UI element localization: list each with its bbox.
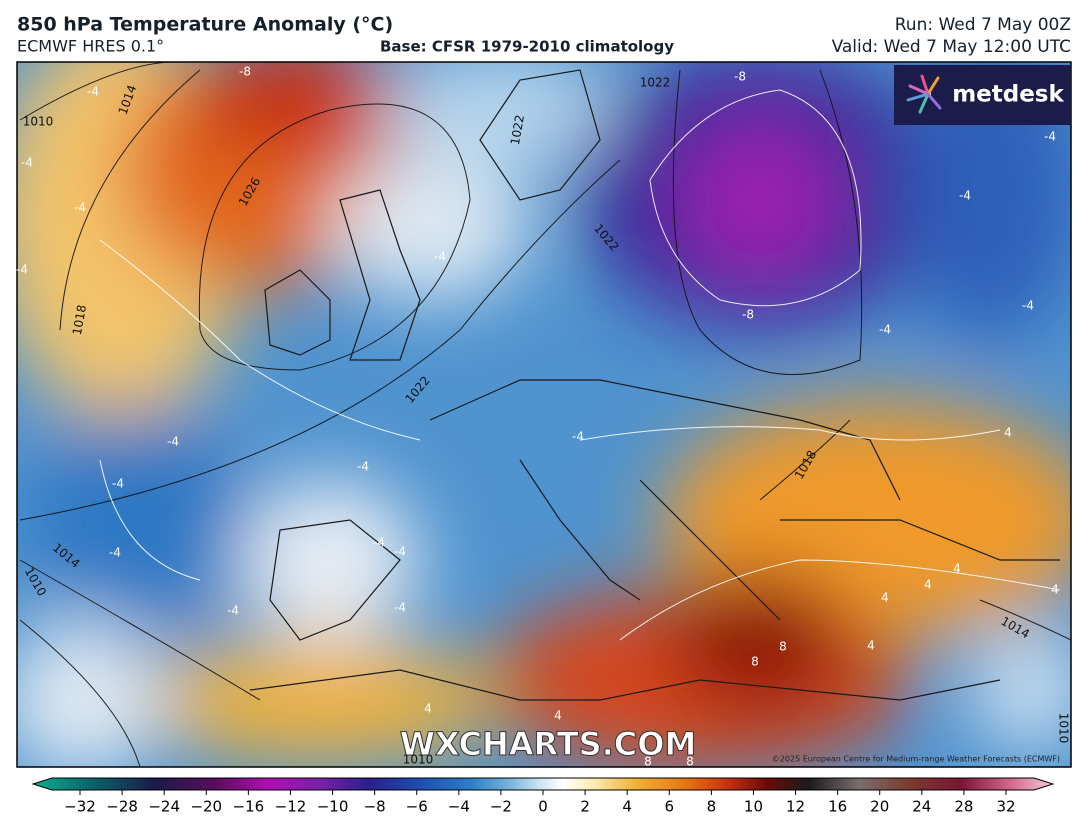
anomaly-label: -4 xyxy=(394,601,406,615)
isobar-label: 1010 xyxy=(1057,713,1071,744)
anomaly-label: -4 xyxy=(227,604,239,618)
colorbar-tick-label: 32 xyxy=(996,798,1015,816)
colorbar-tick-label: −6 xyxy=(406,798,428,816)
anomaly-label: 4 xyxy=(867,639,875,653)
model: ECMWF HRES 0.1° xyxy=(17,37,164,56)
anomaly-label: -4 xyxy=(879,323,891,337)
run-time: Run: Wed 7 May 00Z xyxy=(895,15,1071,35)
colorbar-tick-label: −4 xyxy=(448,798,470,816)
colorbar-ticks: −32 −28 −24 −20 −16 −12 −10 −8 −6 −4 −2 0 2 4 6 8 10 12 16… xyxy=(64,790,1016,816)
colorbar-tick-label: 28 xyxy=(954,798,973,816)
anomaly-label: 8 xyxy=(686,755,694,769)
colorbar-tick-label: 20 xyxy=(870,798,889,816)
anomaly-label: -4 xyxy=(373,536,385,550)
map-field xyxy=(17,62,1071,767)
anomaly-label: -8 xyxy=(742,308,754,322)
anomaly-label: -8 xyxy=(734,70,746,84)
anomaly-label: -4 xyxy=(21,156,33,170)
colorbar-tick-label: −28 xyxy=(106,798,138,816)
isobar-label: 1010 xyxy=(403,753,434,767)
colorbar-tick-label: −8 xyxy=(364,798,386,816)
colorbar-tick-label: 8 xyxy=(707,798,717,816)
colorbar-tick-label: −20 xyxy=(190,798,222,816)
isobar-label: 1022 xyxy=(508,114,527,147)
anomaly-label: 8 xyxy=(779,640,787,654)
anomaly-label: -4 xyxy=(112,477,124,491)
colorbar-tick-label: 16 xyxy=(828,798,847,816)
colorbar-tick-label: 4 xyxy=(622,798,632,816)
colorbar-tick-label: 10 xyxy=(744,798,763,816)
anomaly-label: 4 xyxy=(1004,426,1012,440)
anomaly-label: -4 xyxy=(74,201,86,215)
anomaly-label: 8 xyxy=(644,755,652,769)
anomaly-label: 4 xyxy=(424,702,432,716)
anomaly-label: -4 xyxy=(109,546,121,560)
anomaly-label: -4 xyxy=(167,435,179,449)
colorbar-tick-label: 12 xyxy=(786,798,805,816)
colorbar-tick-label: −10 xyxy=(317,798,349,816)
isobar-label: 1018 xyxy=(70,304,89,337)
anomaly-label: -4 xyxy=(1022,299,1034,313)
anomaly-label: 4 xyxy=(881,591,889,605)
copyright: ©2025 European Centre for Medium-range W… xyxy=(772,755,1060,764)
anomaly-label: -4 xyxy=(572,430,584,444)
colorbar-tick-label: −32 xyxy=(64,798,96,816)
valid-time: Valid: Wed 7 May 12:00 UTC xyxy=(832,37,1071,57)
map-frame xyxy=(16,61,1072,768)
anomaly-label: 4 xyxy=(924,578,932,592)
anomaly-label: 4 xyxy=(953,562,961,576)
anomaly-label: -4 xyxy=(357,460,369,474)
anomaly-label: 8 xyxy=(751,655,759,669)
colorbar-tick-label: 2 xyxy=(580,798,590,816)
colorbar-tick-label: −16 xyxy=(233,798,265,816)
anomaly-label: 4 xyxy=(1051,583,1059,597)
colorbar xyxy=(31,777,1055,791)
colorbar-tick-label: −24 xyxy=(148,798,180,816)
anomaly-label: -4 xyxy=(959,189,971,203)
anomaly-label: -4 xyxy=(16,263,28,277)
anomaly-label: -8 xyxy=(239,65,251,79)
anomaly-label: 4 xyxy=(554,709,562,723)
anomaly-label: -4 xyxy=(394,545,406,559)
colorbar-tick-label: −12 xyxy=(275,798,307,816)
anomaly-label: -4 xyxy=(87,85,99,99)
colorbar-tick-label: 0 xyxy=(538,798,548,816)
title: 850 hPa Temperature Anomaly (°C) xyxy=(17,14,393,36)
logo-text: metdesk xyxy=(952,82,1064,108)
colorbar-tick-label: 24 xyxy=(912,798,931,816)
colorbar-tick-label: 6 xyxy=(664,798,674,816)
isobar-label: 1022 xyxy=(640,76,671,90)
climatology-base: Base: CFSR 1979-2010 climatology xyxy=(380,38,674,56)
logo-icon xyxy=(906,74,942,114)
isobar-label: 1010 xyxy=(23,115,54,129)
watermark: WXCHARTS.COM xyxy=(400,725,697,763)
anomaly-label: -4 xyxy=(1044,130,1056,144)
colorbar-tick-label: −2 xyxy=(490,798,512,816)
anomaly-label: -4 xyxy=(434,250,446,264)
